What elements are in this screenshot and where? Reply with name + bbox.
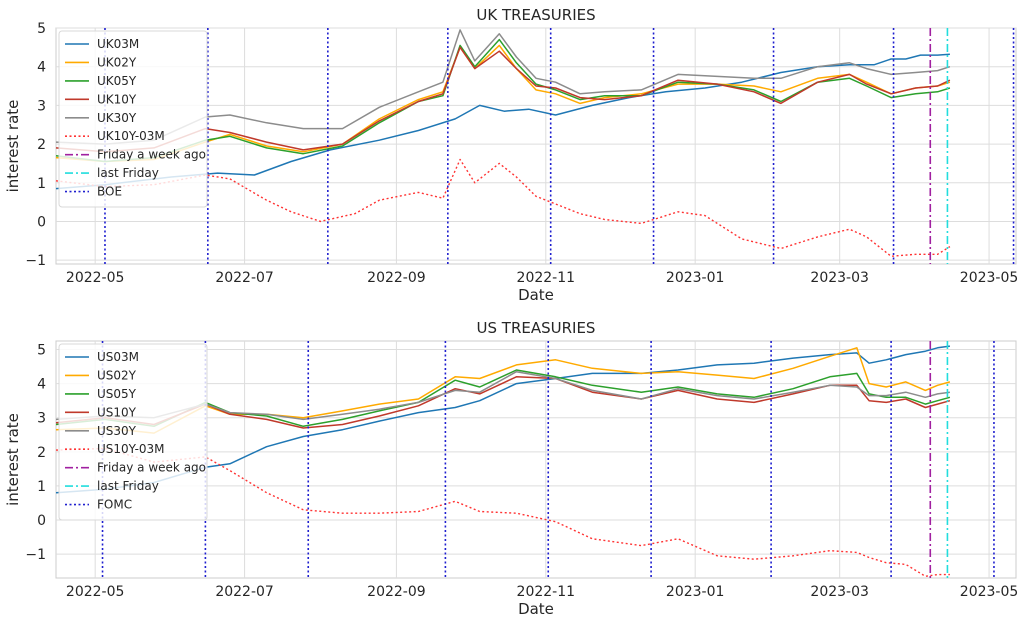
us-treasuries-panel: 2022-05 2022-07 2022-09 2022-11 2023-01 2023-…	[4, 319, 1018, 618]
series-line-uk10y	[55, 46, 951, 153]
legend-label-uk05y: UK05Y	[97, 74, 137, 88]
legend-label-us30y: US30Y	[97, 424, 137, 438]
uk-y-tick-label: −1	[25, 253, 46, 269]
legend-label-uk03m: UK03M	[97, 37, 139, 51]
uk-x-axis-label: Date	[518, 286, 554, 304]
us-series-layer	[55, 345, 951, 577]
uk-x-tick-label: 2022-05	[66, 270, 125, 286]
series-line-uk30y	[55, 29, 951, 145]
uk-treasuries-panel: 2022-05 2022-07 2022-09 2022-11 2023-01 2023-…	[4, 6, 1018, 304]
series-line-us10y-03m	[55, 447, 950, 577]
us-y-tick-label: 1	[37, 479, 46, 495]
legend-label-uk10y-03m: UK10Y-03M	[97, 129, 165, 143]
legend-label-us10y: US10Y	[97, 405, 137, 419]
legend-label-boe: BOE	[97, 185, 122, 199]
us-x-tick-label: 2023-05	[960, 584, 1019, 600]
uk-x-tick-label: 2023-05	[960, 270, 1019, 286]
us-y-tick-label: 3	[37, 411, 46, 427]
us-chart-title: US TREASURIES	[477, 319, 596, 337]
us-tick-layer: 2022-05 2022-07 2022-09 2022-11 2023-01 2023-…	[25, 343, 1018, 600]
series-line-us10y	[55, 376, 951, 429]
us-y-tick-label: 2	[37, 445, 46, 461]
uk-legend-box	[58, 30, 208, 208]
uk-y-tick-label: 0	[37, 214, 46, 230]
us-y-tick-label: 4	[37, 377, 46, 393]
uk-y-tick-label: 2	[37, 137, 46, 153]
legend-label-last-friday: last Friday	[97, 479, 159, 493]
us-y-tick-label: 5	[37, 343, 46, 359]
us-x-tick-label: 2022-05	[66, 584, 125, 600]
us-y-axis-label: interest rate	[4, 413, 22, 506]
uk-y-tick-label: 5	[37, 21, 46, 37]
legend-label-us10y-03m: US10Y-03M	[97, 442, 165, 456]
legend-label-us05y: US05Y	[97, 387, 137, 401]
uk-y-tick-label: 1	[37, 176, 46, 192]
legend-label-us03m: US03M	[97, 350, 139, 364]
uk-plot-frame	[55, 27, 1017, 265]
legend-label-last-friday: last Friday	[97, 166, 159, 180]
uk-tick-layer: 2022-05 2022-07 2022-09 2022-11 2023-01 2023-…	[25, 21, 1018, 286]
uk-x-tick-label: 2022-11	[517, 270, 576, 286]
series-line-uk03m	[55, 53, 950, 190]
legend-label-us02y: US02Y	[97, 368, 137, 382]
legend-label-uk30y: UK30Y	[97, 111, 137, 125]
us-x-tick-label: 2022-07	[215, 584, 274, 600]
uk-x-tick-label: 2023-03	[810, 270, 869, 286]
us-grid	[56, 341, 1016, 578]
uk-x-tick-label: 2022-09	[367, 270, 426, 286]
uk-x-tick-label: 2023-01	[666, 270, 725, 286]
legend-label-uk10y: UK10Y	[97, 92, 137, 106]
uk-y-axis-label: interest rate	[4, 100, 22, 193]
series-line-uk10y-03m	[55, 158, 951, 257]
series-line-us03m	[55, 345, 951, 494]
us-x-tick-label: 2023-03	[810, 584, 869, 600]
us-legend: US03M US02Y US05Y US10Y US30Y US10Y-03M Friday…	[58, 343, 208, 521]
us-y-tick-label: −1	[25, 547, 46, 563]
us-x-tick-label: 2022-11	[517, 584, 576, 600]
us-y-tick-label: 0	[37, 513, 46, 529]
uk-y-tick-label: 4	[37, 60, 46, 76]
legend-label-uk02y: UK02Y	[97, 55, 137, 69]
uk-grid	[56, 27, 1016, 264]
legend-label-friday-a-week-ago: Friday a week ago	[97, 461, 206, 475]
uk-chart-title: UK TREASURIES	[476, 6, 595, 24]
uk-legend: UK03M UK02Y UK05Y UK10Y UK30Y UK10Y-03M Friday…	[58, 30, 208, 208]
us-x-axis-label: Date	[518, 600, 554, 618]
legend-label-friday-a-week-ago: Friday a week ago	[97, 148, 206, 162]
us-x-tick-label: 2023-01	[666, 584, 725, 600]
uk-series-layer	[55, 29, 951, 257]
us-legend-box	[58, 343, 208, 521]
series-line-us30y	[55, 370, 951, 421]
uk-x-tick-label: 2022-07	[215, 270, 274, 286]
series-line-uk05y	[55, 38, 951, 163]
legend-label-fomc: FOMC	[97, 498, 132, 512]
uk-y-tick-label: 3	[37, 98, 46, 114]
us-x-tick-label: 2022-09	[367, 584, 426, 600]
